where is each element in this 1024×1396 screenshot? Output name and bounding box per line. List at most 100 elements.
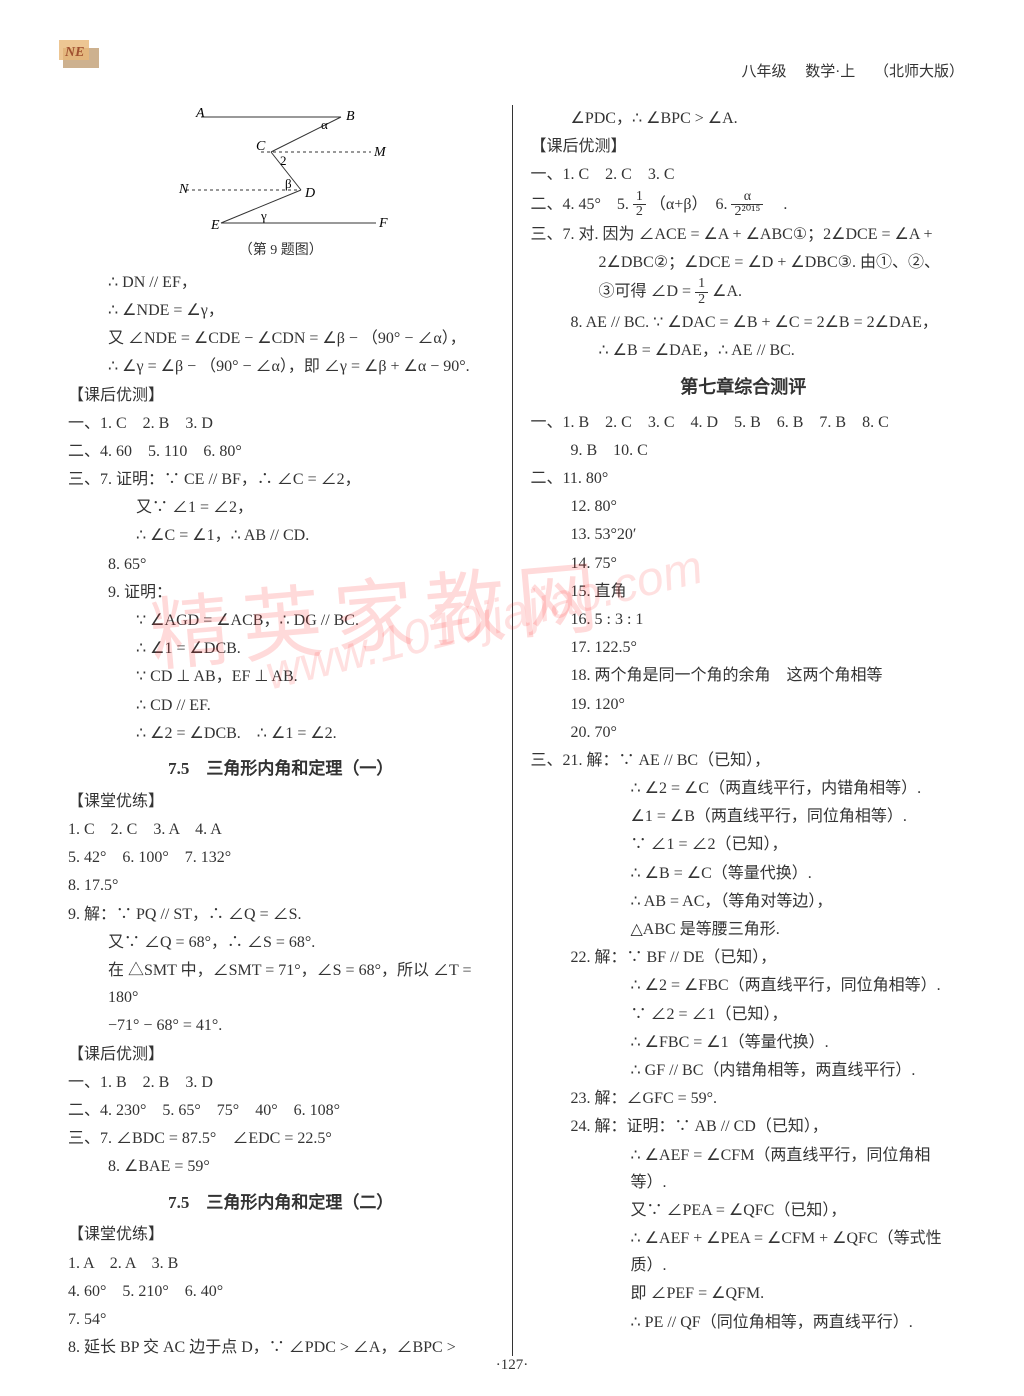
answer-line: 17. 122.5° bbox=[531, 634, 957, 661]
svg-text:N: N bbox=[178, 182, 189, 197]
answer-line: 22. 解：∵ BF // DE（已知）， bbox=[531, 944, 957, 971]
answer-line: 三、7. 对. 因为 ∠ACE = ∠A + ∠ABC①；2∠DCE = ∠A … bbox=[531, 221, 957, 248]
answer-line: 13. 53°20′ bbox=[531, 521, 957, 548]
answer-line: 1. A 2. A 3. B bbox=[68, 1250, 494, 1277]
answer-line: 一、1. C 2. C 3. C bbox=[531, 161, 957, 188]
answer-line: 7. 54° bbox=[68, 1306, 494, 1333]
figure-9-diagram: A B C M N D E F α 2 β γ bbox=[161, 105, 401, 235]
proof-line: ∴ AB = AC，（等角对等边）， bbox=[531, 888, 957, 915]
text: ∠A. bbox=[712, 283, 742, 300]
answer-line: 2∠DBC②；∠DCE = ∠D + ∠DBC③. 由①、②、 bbox=[531, 249, 957, 276]
proof-line: ∴ ∠FBC = ∠1（等量代换）. bbox=[531, 1029, 957, 1056]
answer-line: 14. 75° bbox=[531, 550, 957, 577]
section-header: 【课后优测】 bbox=[68, 382, 494, 409]
answer-line: 12. 80° bbox=[531, 493, 957, 520]
svg-text:A: A bbox=[195, 106, 205, 121]
answer-line: 9. 证明： bbox=[68, 579, 494, 606]
text: （α+β） 6. bbox=[650, 195, 732, 212]
answer-line: 一、1. B 2. B 3. D bbox=[68, 1069, 494, 1096]
proof-line: ∴ GF // BC（内错角相等，两直线平行）. bbox=[531, 1057, 957, 1084]
svg-text:NE: NE bbox=[64, 45, 84, 60]
proof-line: ∠PDC，∴ ∠BPC > ∠A. bbox=[531, 105, 957, 132]
proof-line: △ABC 是等腰三角形. bbox=[531, 916, 957, 943]
proof-line: ∴ ∠NDE = ∠γ， bbox=[68, 297, 494, 324]
section-header: 【课堂优练】 bbox=[68, 1221, 494, 1248]
proof-line: ∴ CD // EF. bbox=[68, 692, 494, 719]
proof-line: ∵ ∠AGD = ∠ACB，∴ DG // BC. bbox=[68, 607, 494, 634]
answer-line: 9. 解：∵ PQ // ST，∴ ∠Q = ∠S. bbox=[68, 901, 494, 928]
answer-line: 19. 120° bbox=[531, 691, 957, 718]
svg-text:β: β bbox=[285, 176, 292, 191]
answer-line: 20. 70° bbox=[531, 719, 957, 746]
answer-line: 4. 60° 5. 210° 6. 40° bbox=[68, 1278, 494, 1305]
answer-line: 8. 17.5° bbox=[68, 872, 494, 899]
answer-line: 三、21. 解：∵ AE // BC（已知）， bbox=[531, 747, 957, 774]
svg-text:2: 2 bbox=[280, 153, 287, 168]
answer-line: 一、1. C 2. B 3. D bbox=[68, 410, 494, 437]
svg-text:E: E bbox=[210, 218, 220, 233]
content-area: A B C M N D E F α 2 β γ （第 9 题图） ∴ DN //… bbox=[60, 105, 964, 1356]
answer-line: 二、4. 45° 5. 12 （α+β） 6. α2²⁰¹⁵ . bbox=[531, 190, 957, 220]
answer-line: 24. 解：证明：∵ AB // CD（已知）， bbox=[531, 1113, 957, 1140]
edition: （北师大版） bbox=[874, 64, 964, 80]
answer-line: −71° − 68° = 41°. bbox=[68, 1012, 494, 1039]
section-title: 7.5 三角形内角和定理（二） bbox=[68, 1189, 494, 1218]
chapter-title: 第七章综合测评 bbox=[531, 372, 957, 403]
answer-line: 5. 42° 6. 100° 7. 132° bbox=[68, 844, 494, 871]
fraction: α2²⁰¹⁵ bbox=[731, 190, 763, 220]
answer-line: 又∵ ∠1 = ∠2， bbox=[68, 494, 494, 521]
answer-line: ③可得 ∠D = 12 ∠A. bbox=[531, 277, 957, 307]
proof-line: 又 ∠NDE = ∠CDE − ∠CDN = ∠β − （90° − ∠α）， bbox=[68, 325, 494, 352]
answer-line: 一、1. B 2. C 3. C 4. D 5. B 6. B 7. B 8. … bbox=[531, 409, 957, 436]
proof-line: 即 ∠PEF = ∠QFM. bbox=[531, 1280, 957, 1307]
text: ③可得 ∠D = bbox=[599, 283, 696, 300]
proof-line: ∴ ∠2 = ∠FBC（两直线平行，同位角相等）. bbox=[531, 972, 957, 999]
answer-line: 18. 两个角是同一个角的余角 这两个角相等 bbox=[531, 662, 957, 689]
answer-line: 又∵ ∠Q = 68°，∴ ∠S = 68°. bbox=[68, 929, 494, 956]
proof-line: ∴ ∠AEF + ∠PEA = ∠CFM + ∠QFC（等式性质）. bbox=[531, 1225, 957, 1279]
proof-line: ∴ ∠γ = ∠β − （90° − ∠α），即 ∠γ = ∠β + ∠α − … bbox=[68, 353, 494, 380]
answer-line: 1. C 2. C 3. A 4. A bbox=[68, 816, 494, 843]
proof-line: ∴ ∠AEF = ∠CFM（两直线平行，同位角相等）. bbox=[531, 1142, 957, 1196]
text: . bbox=[767, 195, 787, 212]
section-header: 【课堂优练】 bbox=[68, 788, 494, 815]
svg-text:C: C bbox=[256, 139, 266, 154]
left-column: A B C M N D E F α 2 β γ （第 9 题图） ∴ DN //… bbox=[60, 105, 513, 1356]
proof-line: ∠1 = ∠B（两直线平行，同位角相等）. bbox=[531, 803, 957, 830]
answer-line: 二、4. 60 5. 110 6. 80° bbox=[68, 438, 494, 465]
proof-line: ∵ ∠2 = ∠1（已知）， bbox=[531, 1001, 957, 1028]
proof-line: ∴ ∠B = ∠C（等量代换）. bbox=[531, 860, 957, 887]
answer-line: 三、7. ∠BDC = 87.5° ∠EDC = 22.5° bbox=[68, 1125, 494, 1152]
svg-text:B: B bbox=[346, 109, 355, 124]
section-header: 【课后优测】 bbox=[68, 1041, 494, 1068]
proof-line: ∴ ∠1 = ∠DCB. bbox=[68, 635, 494, 662]
page-number: ·127· bbox=[0, 1353, 1024, 1379]
answer-line: 15. 直角 bbox=[531, 578, 957, 605]
text: 二、4. 45° 5. bbox=[531, 195, 633, 212]
grade: 八年级 bbox=[741, 64, 786, 80]
answer-line: 8. 65° bbox=[68, 551, 494, 578]
answer-line: 9. B 10. C bbox=[531, 437, 957, 464]
proof-line: ∵ CD ⊥ AB，EF ⊥ AB. bbox=[68, 663, 494, 690]
answer-line: 三、7. 证明：∵ CE // BF，∴ ∠C = ∠2， bbox=[68, 466, 494, 493]
right-column: ∠PDC，∴ ∠BPC > ∠A. 【课后优测】 一、1. C 2. C 3. … bbox=[513, 105, 965, 1356]
answer-line: 二、11. 80° bbox=[531, 465, 957, 492]
proof-line: ∴ ∠2 = ∠DCB. ∴ ∠1 = ∠2. bbox=[68, 720, 494, 747]
answer-line: 16. 5 : 3 : 1 bbox=[531, 606, 957, 633]
answer-line: 8. AE // BC. ∵ ∠DAC = ∠B + ∠C = 2∠B = 2∠… bbox=[531, 309, 957, 336]
logo-icon: NE bbox=[55, 30, 115, 80]
answer-line: ∴ ∠C = ∠1，∴ AB // CD. bbox=[68, 522, 494, 549]
fraction: 12 bbox=[633, 190, 646, 220]
answer-line: ∴ ∠B = ∠DAE，∴ AE // BC. bbox=[531, 337, 957, 364]
proof-line: 又∵ ∠PEA = ∠QFC（已知）， bbox=[531, 1197, 957, 1224]
answer-line: 23. 解：∠GFC = 59°. bbox=[531, 1085, 957, 1112]
answer-line: 在 △SMT 中，∠SMT = 71°，∠S = 68°，所以 ∠T = 180… bbox=[68, 957, 494, 1011]
svg-text:M: M bbox=[373, 145, 387, 160]
section-title: 7.5 三角形内角和定理（一） bbox=[68, 755, 494, 784]
svg-text:α: α bbox=[321, 117, 328, 132]
proof-line: ∴ ∠2 = ∠C（两直线平行，内错角相等）. bbox=[531, 775, 957, 802]
answer-line: 二、4. 230° 5. 65° 75° 40° 6. 108° bbox=[68, 1097, 494, 1124]
subject: 数学·上 bbox=[805, 64, 855, 80]
proof-line: ∴ PE // QF（同位角相等，两直线平行）. bbox=[531, 1309, 957, 1336]
page-header: 八年级 数学·上 （北师大版） bbox=[741, 60, 964, 86]
